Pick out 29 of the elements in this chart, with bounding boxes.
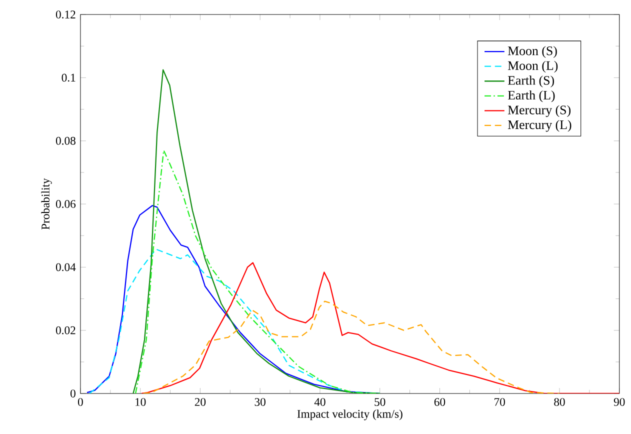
y-tick-label: 0.12 <box>56 10 76 18</box>
x-tick-label: 70 <box>494 398 505 406</box>
legend-label: Mercury (L) <box>508 120 572 132</box>
x-tick-label: 60 <box>434 398 446 406</box>
x-tick-label: 90 <box>614 398 625 406</box>
line-series <box>132 69 380 394</box>
y-tick-label: 0.02 <box>56 326 76 334</box>
legend-label: Moon (L) <box>508 60 558 73</box>
line-series <box>134 150 380 394</box>
x-tick-label: 50 <box>374 398 386 406</box>
x-tick-label: 0 <box>78 398 83 406</box>
y-tick-label: 0.04 <box>56 263 76 272</box>
x-tick-label: 10 <box>136 398 146 406</box>
x-tick-label: 40 <box>314 398 326 406</box>
x-axis-title: Impact velocity (km/s) <box>297 410 402 420</box>
y-tick-label: 0 <box>70 389 76 398</box>
y-axis-title: Probability <box>41 178 52 230</box>
legend-label: Earth (S) <box>508 76 554 88</box>
legend-label: Moon (S) <box>508 46 557 58</box>
x-tick-label: 30 <box>254 398 266 406</box>
y-tick-label: 0.08 <box>56 136 76 145</box>
x-tick-label: 80 <box>554 398 565 406</box>
legend-label: Mercury (S) <box>508 105 571 117</box>
line-series <box>140 262 620 394</box>
y-tick-label: 0.1 <box>62 74 76 82</box>
line-series <box>142 300 560 394</box>
x-tick-label: 20 <box>194 398 206 406</box>
legend-label: Earth (L) <box>508 90 555 102</box>
y-tick-label: 0.06 <box>56 200 76 208</box>
